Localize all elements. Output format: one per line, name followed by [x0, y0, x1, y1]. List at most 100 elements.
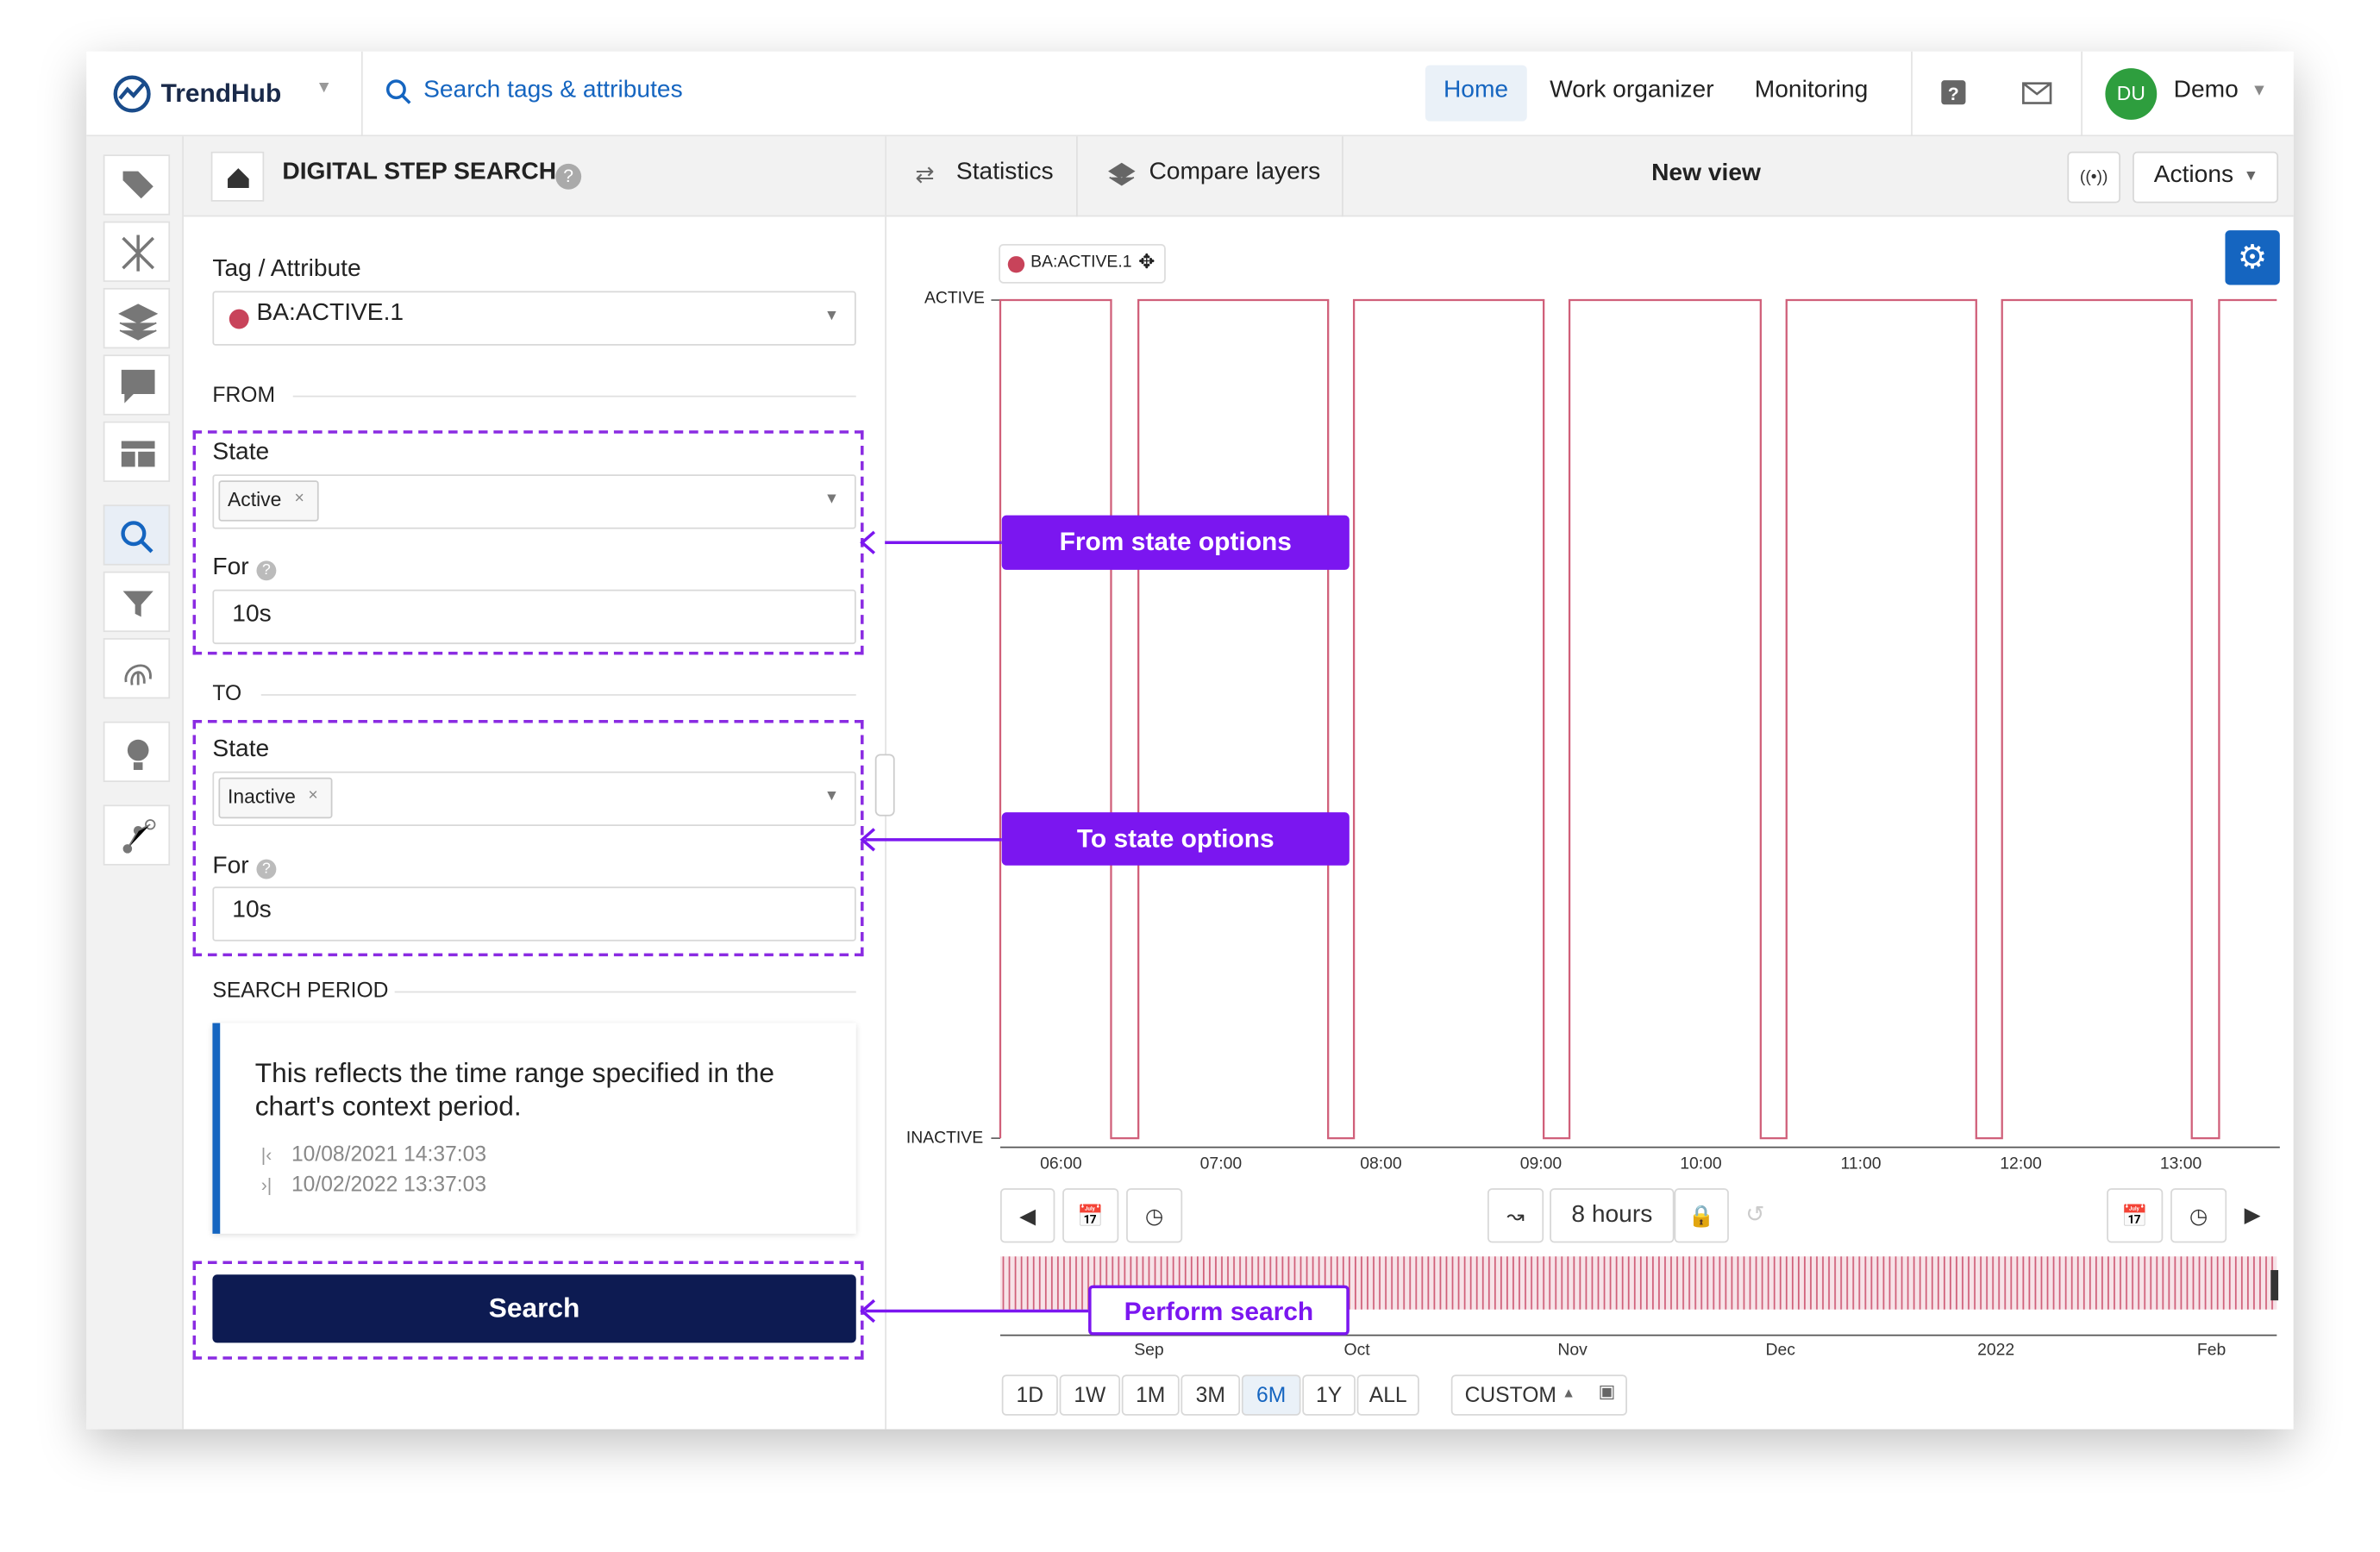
- layers-icon[interactable]: [103, 287, 171, 349]
- home-tab-bg: [1425, 65, 1527, 122]
- annotation: From state options: [1001, 515, 1350, 570]
- search-icon: [385, 79, 411, 104]
- help-icon[interactable]: ?: [555, 163, 582, 190]
- search-tags[interactable]: Search tags & attributes: [423, 77, 683, 103]
- range-button[interactable]: 1W: [1059, 1374, 1121, 1416]
- actions-button[interactable]: [2133, 151, 2279, 203]
- live-button[interactable]: ((•)): [2067, 151, 2120, 203]
- section-heading: TO: [212, 680, 242, 705]
- start-time-button[interactable]: ◷: [1126, 1188, 1183, 1243]
- nav-link[interactable]: Monitoring: [1754, 77, 1869, 103]
- help-icon[interactable]: ?: [256, 859, 277, 879]
- y-label: ACTIVE: [924, 289, 985, 308]
- nav-link[interactable]: Work organizer: [1550, 77, 1714, 103]
- custom-calendar[interactable]: ▣: [1598, 1380, 1616, 1402]
- x-label: 10:00: [1680, 1155, 1722, 1173]
- logo: [113, 75, 151, 113]
- divider: [1342, 136, 1343, 217]
- legend-dot: [1007, 256, 1025, 273]
- range-button[interactable]: ALL: [1356, 1374, 1419, 1416]
- history-button[interactable]: ↺: [1745, 1201, 1765, 1228]
- brand-dropdown[interactable]: ▼: [316, 78, 333, 97]
- prev-button[interactable]: ◀: [999, 1188, 1055, 1243]
- tag-select[interactable]: [212, 291, 856, 346]
- end-time-button[interactable]: ◷: [2170, 1188, 2227, 1243]
- to-for-input[interactable]: [212, 886, 856, 942]
- panel-header: [183, 136, 886, 217]
- avatar[interactable]: DU: [2105, 68, 2158, 120]
- period-card: [212, 1023, 856, 1234]
- from-for-input[interactable]: [212, 589, 856, 645]
- move-icon[interactable]: ✥: [1138, 250, 1156, 273]
- range-button[interactable]: 1D: [1001, 1374, 1058, 1416]
- rule: [292, 395, 856, 397]
- top-nav: [86, 51, 2294, 137]
- range-button[interactable]: 6M: [1241, 1374, 1301, 1416]
- filter-icon[interactable]: [103, 571, 171, 633]
- tools-icon[interactable]: [103, 221, 171, 282]
- search-button[interactable]: Search: [212, 1274, 856, 1343]
- dashboard-icon[interactable]: [103, 421, 171, 482]
- dropdown-arrow: ▼: [824, 491, 840, 508]
- tag-color-dot: [229, 309, 249, 329]
- ideas-icon[interactable]: [103, 721, 171, 783]
- x-label: 13:00: [2159, 1155, 2202, 1173]
- user-name[interactable]: Demo: [2173, 77, 2239, 103]
- overview-label: Nov: [1557, 1341, 1588, 1360]
- lock-button[interactable]: 🔒: [1674, 1188, 1729, 1243]
- range-button[interactable]: 3M: [1181, 1374, 1241, 1416]
- actions-label[interactable]: Actions: [2153, 162, 2234, 188]
- svg-text:?: ?: [1948, 84, 1959, 104]
- resize-handle[interactable]: [874, 754, 895, 817]
- divider: [1075, 136, 1078, 217]
- next-button[interactable]: ▶: [2227, 1188, 2279, 1243]
- user-dropdown[interactable]: ▼: [2251, 81, 2268, 101]
- chart-type-button[interactable]: ↝: [1487, 1188, 1544, 1243]
- mail-button[interactable]: [2022, 82, 2052, 106]
- chip: [218, 480, 319, 522]
- tag-value: BA:ACTIVE.1: [256, 300, 404, 326]
- from-state-value: Active: [228, 488, 282, 511]
- help-button[interactable]: ?: [1938, 78, 1969, 109]
- panel-title: DIGITAL STEP SEARCH: [282, 159, 557, 185]
- chip-remove[interactable]: ×: [308, 786, 318, 805]
- help-icon[interactable]: ?: [256, 560, 277, 581]
- field-label: State: [212, 439, 270, 466]
- end-date-button[interactable]: 📅: [2107, 1188, 2164, 1243]
- step-trace: [999, 298, 2277, 1140]
- overview-label: Sep: [1134, 1341, 1164, 1360]
- x-label: 08:00: [1360, 1155, 1402, 1173]
- custom-range[interactable]: [1450, 1374, 1627, 1416]
- range-button[interactable]: 1Y: [1302, 1374, 1356, 1416]
- comments-icon[interactable]: [103, 354, 171, 416]
- nav-link[interactable]: Home: [1443, 77, 1509, 103]
- settings-button[interactable]: ⚙: [2225, 230, 2280, 285]
- arrow-head: [860, 530, 876, 554]
- divider: [2081, 51, 2082, 137]
- rule: [394, 991, 856, 993]
- start-date-button[interactable]: 📅: [1062, 1188, 1119, 1243]
- dropdown-arrow: ▼: [824, 788, 840, 805]
- navigator-handle[interactable]: [2270, 1270, 2279, 1301]
- home-button[interactable]: [210, 151, 265, 202]
- chip-remove[interactable]: ×: [294, 489, 304, 508]
- period-end: 10/02/2022 13:37:03: [291, 1171, 487, 1196]
- statistics-tab[interactable]: Statistics: [955, 159, 1054, 185]
- period-start: 10/08/2021 14:37:03: [291, 1141, 487, 1166]
- range-display[interactable]: 8 hours: [1550, 1188, 1675, 1243]
- search-tool-icon[interactable]: [103, 504, 171, 566]
- tags-icon[interactable]: [103, 154, 171, 216]
- annotation: To state options: [1001, 812, 1350, 866]
- field-label: For: [212, 554, 249, 581]
- rule: [260, 694, 856, 696]
- custom-label[interactable]: CUSTOM: [1464, 1382, 1556, 1407]
- range-button[interactable]: 1M: [1121, 1374, 1180, 1416]
- overview-label: Dec: [1765, 1341, 1795, 1360]
- fingerprint-icon[interactable]: [103, 638, 171, 699]
- graph-icon[interactable]: [103, 804, 171, 866]
- from-state-select[interactable]: [212, 474, 856, 529]
- compare-tab[interactable]: Compare layers: [1149, 159, 1321, 185]
- y-label: INACTIVE: [905, 1129, 984, 1148]
